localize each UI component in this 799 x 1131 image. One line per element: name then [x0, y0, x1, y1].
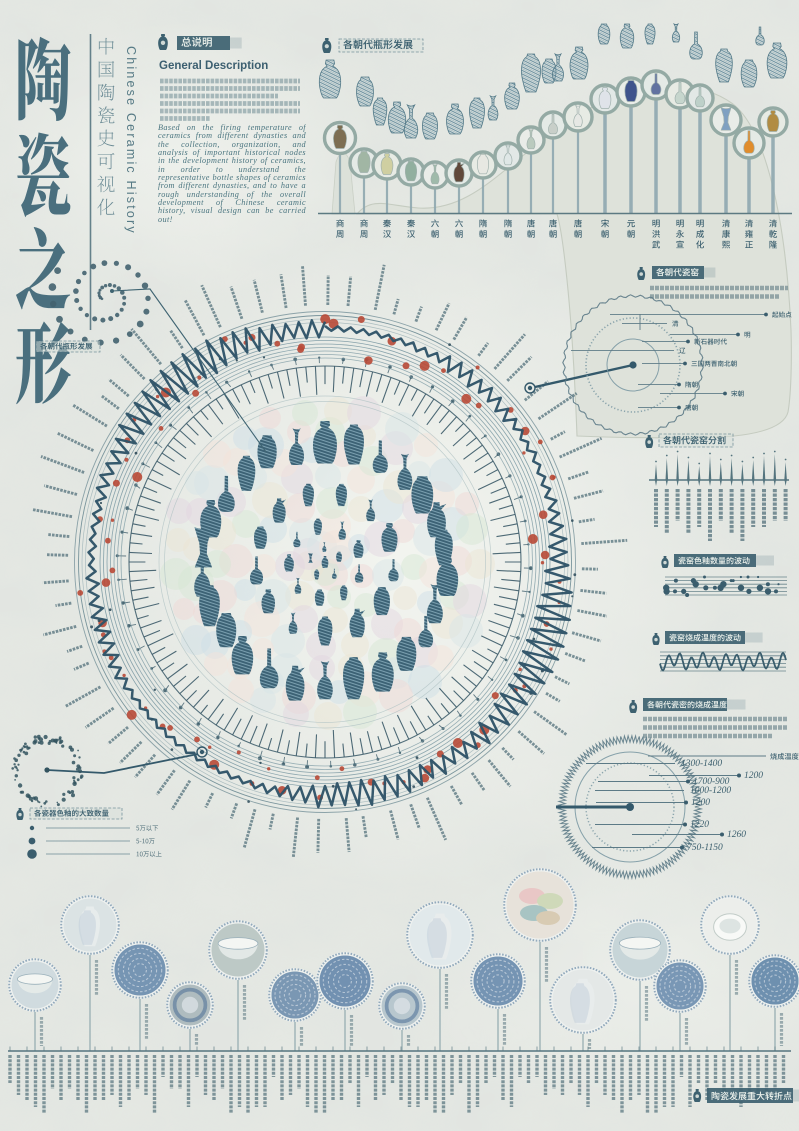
- svg-text:1000-1200: 1000-1200: [690, 786, 731, 796]
- svg-text:1200: 1200: [744, 771, 763, 781]
- svg-text:1260: 1260: [727, 830, 746, 840]
- svg-text:1200: 1200: [691, 798, 710, 808]
- svg-text:1300-1400: 1300-1400: [681, 759, 722, 769]
- svg-text:750-1150: 750-1150: [687, 843, 723, 853]
- svg-text:General Description: General Description: [159, 60, 268, 72]
- svg-text:Chinese Ceramic History: Chinese Ceramic History: [124, 46, 138, 235]
- svg-text:1700-900: 1700-900: [693, 777, 730, 787]
- svg-text:1220: 1220: [690, 820, 709, 830]
